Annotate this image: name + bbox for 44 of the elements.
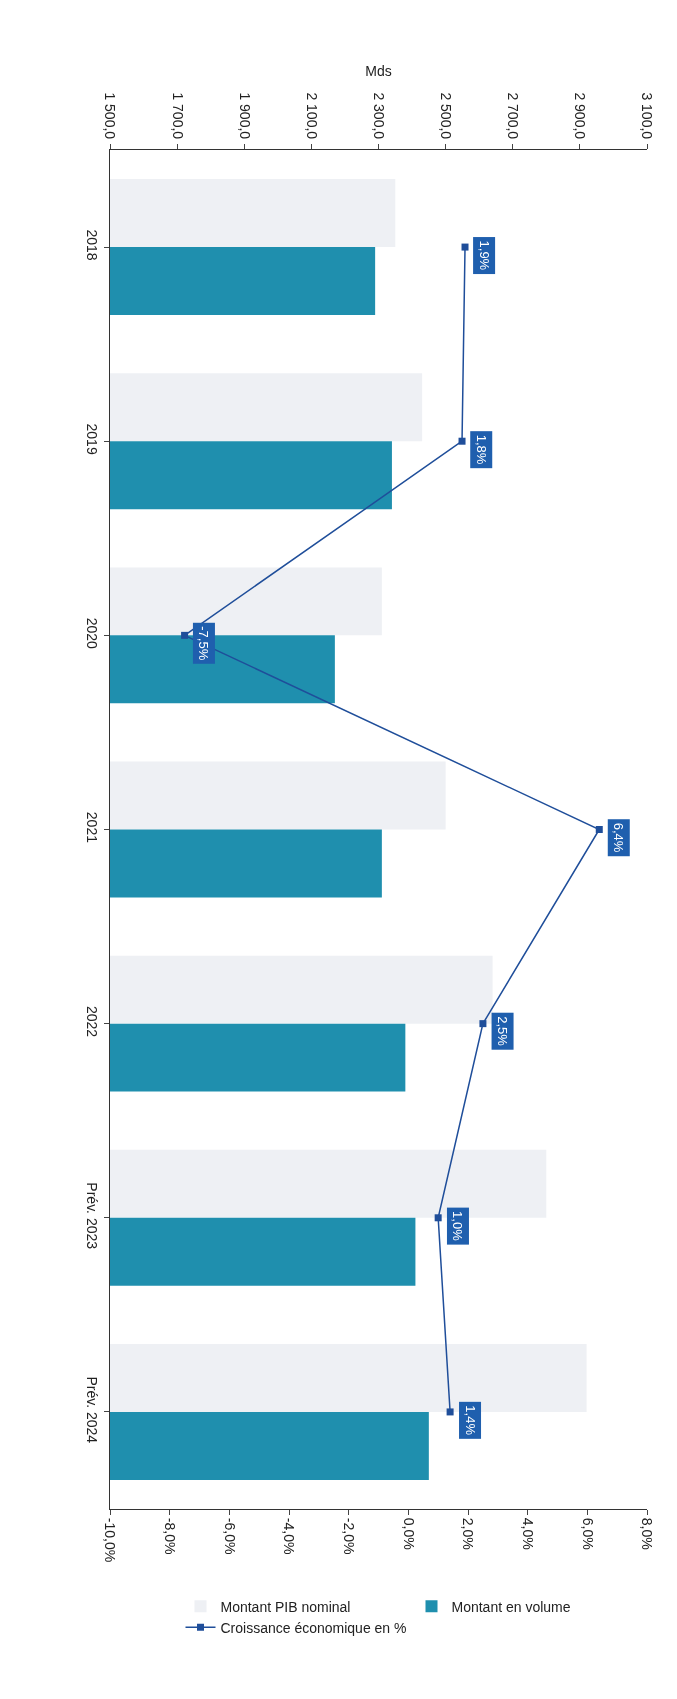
x2-tick-label: 2 900,0 (572, 92, 589, 140)
y-tick-label: 2018 (84, 229, 101, 261)
legend-label: Montant en volume (451, 1598, 571, 1615)
y-tick-label: 2022 (84, 1005, 101, 1038)
y-tick-label: 2020 (84, 617, 101, 650)
data-label: -7,5% (196, 626, 212, 661)
x2-tick-label: 2 700,0 (505, 92, 522, 140)
point (479, 1020, 487, 1028)
data-label: 1,4% (462, 1405, 478, 1436)
point (458, 437, 466, 445)
x2-tick-label: 1 500,0 (102, 92, 119, 140)
legend-label: Croissance économique en % (220, 1619, 407, 1636)
x-tick-label: -2,0% (341, 1517, 358, 1555)
point (446, 1408, 454, 1416)
point (434, 1214, 442, 1222)
x2-tick-label: 2 100,0 (303, 92, 320, 140)
y-tick-label: Prév. 2023 (84, 1182, 101, 1250)
x-tick-label: -6,0% (221, 1517, 238, 1555)
x2-tick-label: 2 500,0 (438, 92, 455, 140)
data-label: 2,5% (495, 1016, 511, 1047)
point (461, 243, 469, 251)
x-tick-label: -10,0% (102, 1517, 119, 1563)
x2-tick-label: 3 100,0 (639, 92, 656, 140)
x-tick-label: -4,0% (281, 1517, 298, 1555)
x2-axis-title: Mds (365, 62, 392, 79)
y-tick-label: 2019 (84, 423, 101, 455)
x-tick-label: 8,0% (639, 1517, 656, 1550)
y-tick-label: Prév. 2024 (84, 1376, 101, 1444)
x-tick-label: -8,0% (162, 1517, 179, 1555)
point (595, 826, 603, 833)
x-tick-label: 2,0% (460, 1517, 477, 1550)
x-tick-label: 6,0% (579, 1517, 596, 1550)
x2-tick-label: 1 900,0 (236, 92, 253, 140)
point (181, 631, 189, 639)
data-label: 1,0% (450, 1211, 466, 1242)
y-tick-label: 2021 (84, 811, 101, 844)
data-label: 1,8% (473, 434, 489, 465)
x-tick-label: 0,0% (400, 1517, 417, 1550)
x-tick-label: 4,0% (520, 1517, 537, 1550)
data-label: 6,4% (611, 822, 627, 853)
legend-label: Montant PIB nominal (220, 1598, 351, 1615)
data-label: 1,9% (476, 240, 492, 271)
x2-tick-label: 2 300,0 (370, 92, 387, 140)
x2-tick-label: 1 700,0 (169, 92, 186, 140)
